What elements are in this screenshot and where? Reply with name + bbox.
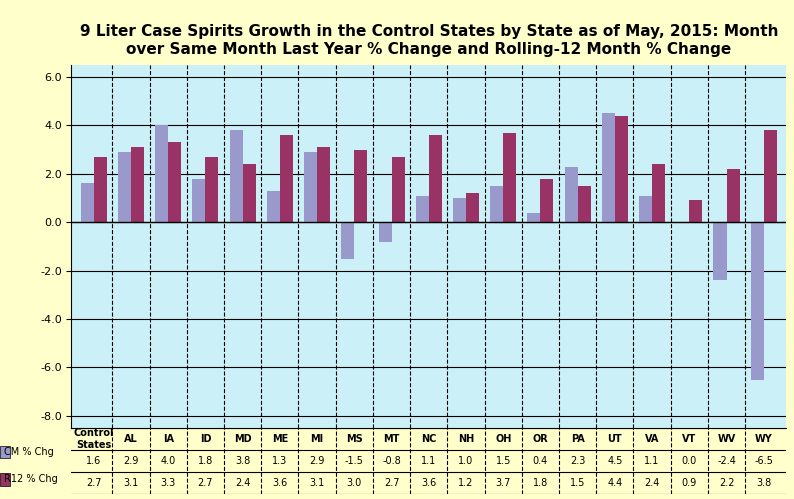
Text: 0.9: 0.9 [682,478,697,488]
Text: VA: VA [645,434,659,444]
Text: 2.9: 2.9 [123,456,139,466]
Text: 0.0: 0.0 [682,456,697,466]
Text: 1.2: 1.2 [458,478,474,488]
Text: 2.2: 2.2 [719,478,734,488]
Text: MI: MI [310,434,324,444]
Text: 1.3: 1.3 [272,456,287,466]
Text: 2.9: 2.9 [310,456,325,466]
Text: 1.8: 1.8 [533,478,548,488]
Text: 3.3: 3.3 [160,478,175,488]
Bar [155,125,168,222]
Text: 3.7: 3.7 [495,478,511,488]
Bar [391,157,405,222]
Text: 1.1: 1.1 [421,456,437,466]
Text: 2.7: 2.7 [86,478,102,488]
Text: OR: OR [533,434,549,444]
Bar [94,157,107,222]
Title: 9 Liter Case Spirits Growth in the Control States by State as of May, 2015: Mont: 9 Liter Case Spirits Growth in the Contr… [79,24,778,57]
Text: MD: MD [234,434,252,444]
Bar [453,198,466,222]
Bar [727,169,739,222]
Bar [416,196,429,222]
Text: -2.4: -2.4 [717,456,736,466]
Bar [341,222,354,258]
Bar [229,130,243,222]
Text: AL: AL [124,434,138,444]
Bar [602,113,615,222]
Bar [379,222,391,242]
Bar [279,135,293,222]
Text: 3.1: 3.1 [123,478,139,488]
Text: ID: ID [200,434,211,444]
Bar [267,191,279,222]
Bar [317,147,330,222]
Text: R12 % Chg: R12 % Chg [4,474,58,484]
Text: 2.4: 2.4 [235,478,250,488]
Text: 1.5: 1.5 [570,478,585,488]
Text: 3.0: 3.0 [347,478,362,488]
Bar [168,142,181,222]
Text: ME: ME [272,434,288,444]
Bar [81,184,94,222]
Bar [565,167,577,222]
Text: -1.5: -1.5 [345,456,364,466]
Bar [615,116,628,222]
Bar [304,152,317,222]
Text: 1.8: 1.8 [198,456,213,466]
Text: WV: WV [718,434,735,444]
Text: OH: OH [495,434,511,444]
Text: UT: UT [607,434,622,444]
Bar [639,196,652,222]
Text: 3.6: 3.6 [272,478,287,488]
Bar [577,186,591,222]
Text: 4.4: 4.4 [607,478,622,488]
Text: 2.7: 2.7 [198,478,214,488]
Text: 3.8: 3.8 [756,478,771,488]
Text: VT: VT [682,434,696,444]
Text: CM % Chg: CM % Chg [4,447,54,457]
Text: PA: PA [571,434,584,444]
Text: 3.1: 3.1 [310,478,325,488]
Text: 2.3: 2.3 [570,456,585,466]
Bar [714,222,727,280]
Text: 3.8: 3.8 [235,456,250,466]
Bar [192,179,206,222]
Bar [652,164,665,222]
Text: 1.1: 1.1 [645,456,660,466]
Text: 1.6: 1.6 [87,456,102,466]
Bar [466,193,479,222]
Text: 2.4: 2.4 [645,478,660,488]
Text: MT: MT [384,434,399,444]
Text: MS: MS [346,434,363,444]
Text: -6.5: -6.5 [754,456,773,466]
Text: IA: IA [163,434,174,444]
Bar [206,157,218,222]
Bar [243,164,256,222]
Bar [541,179,553,222]
Bar [689,201,703,222]
Bar [764,130,777,222]
Bar [503,133,516,222]
Text: 4.5: 4.5 [607,456,622,466]
Text: -0.8: -0.8 [382,456,401,466]
Bar [354,150,368,222]
Text: 4.0: 4.0 [160,456,175,466]
Text: 1.0: 1.0 [458,456,473,466]
Text: WY: WY [755,434,773,444]
Text: NC: NC [421,434,437,444]
Text: 2.7: 2.7 [384,478,399,488]
Text: 1.5: 1.5 [495,456,511,466]
Bar [750,222,764,380]
Bar [118,152,131,222]
Bar [490,186,503,222]
Text: 0.4: 0.4 [533,456,548,466]
Bar [527,213,541,222]
Bar [131,147,144,222]
Bar [429,135,441,222]
Text: 3.6: 3.6 [421,478,437,488]
Text: NH: NH [458,434,474,444]
Text: Control
States: Control States [74,428,114,450]
